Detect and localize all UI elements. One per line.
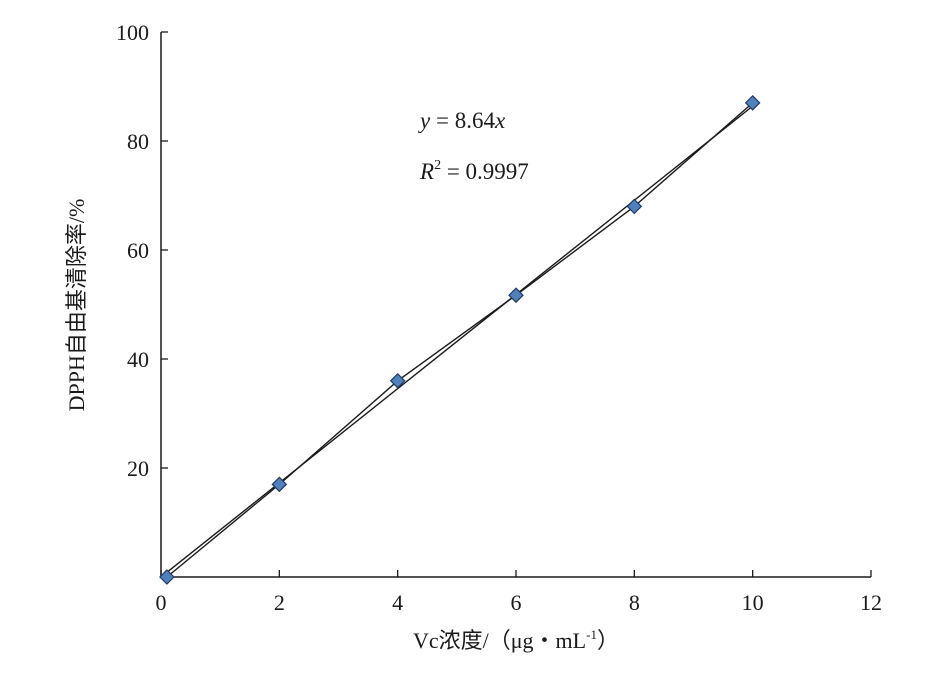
y-tick-label: 60: [127, 238, 149, 263]
series-line: [166, 102, 754, 578]
x-tick-label: 10: [742, 590, 764, 615]
r-squared-annotation: R2 = 0.9997: [419, 158, 529, 184]
y-tick-label: 40: [127, 347, 149, 372]
data-point: [508, 287, 524, 304]
x-tick-label: 8: [629, 590, 640, 615]
data-point: [626, 198, 643, 215]
data-markers: [159, 95, 761, 585]
y-tick-label: 20: [127, 456, 149, 481]
x-tick-label: 2: [274, 590, 285, 615]
y-axis-title: DPPH自由基清除率/%: [64, 199, 89, 412]
data-point: [744, 95, 761, 111]
x-tick-label: 12: [860, 590, 882, 615]
trendline-equation: y = 8.64x: [418, 108, 506, 133]
y-ticks: 20 40 60 80 100: [116, 20, 168, 481]
x-axis-title: Vc浓度/（μg・mL-1）: [413, 627, 619, 653]
series-lines: [166, 102, 754, 578]
data-point: [389, 372, 406, 389]
x-tick-label: 4: [392, 590, 403, 615]
data-point: [159, 569, 175, 585]
y-tick-label: 100: [116, 20, 149, 45]
x-ticks: 0 2 4 6 8 10 12: [156, 570, 882, 615]
x-tick-label: 0: [156, 590, 167, 615]
trendline: [166, 105, 754, 573]
y-tick-label: 80: [127, 129, 149, 154]
data-point: [271, 476, 288, 493]
x-tick-label: 6: [511, 590, 522, 615]
